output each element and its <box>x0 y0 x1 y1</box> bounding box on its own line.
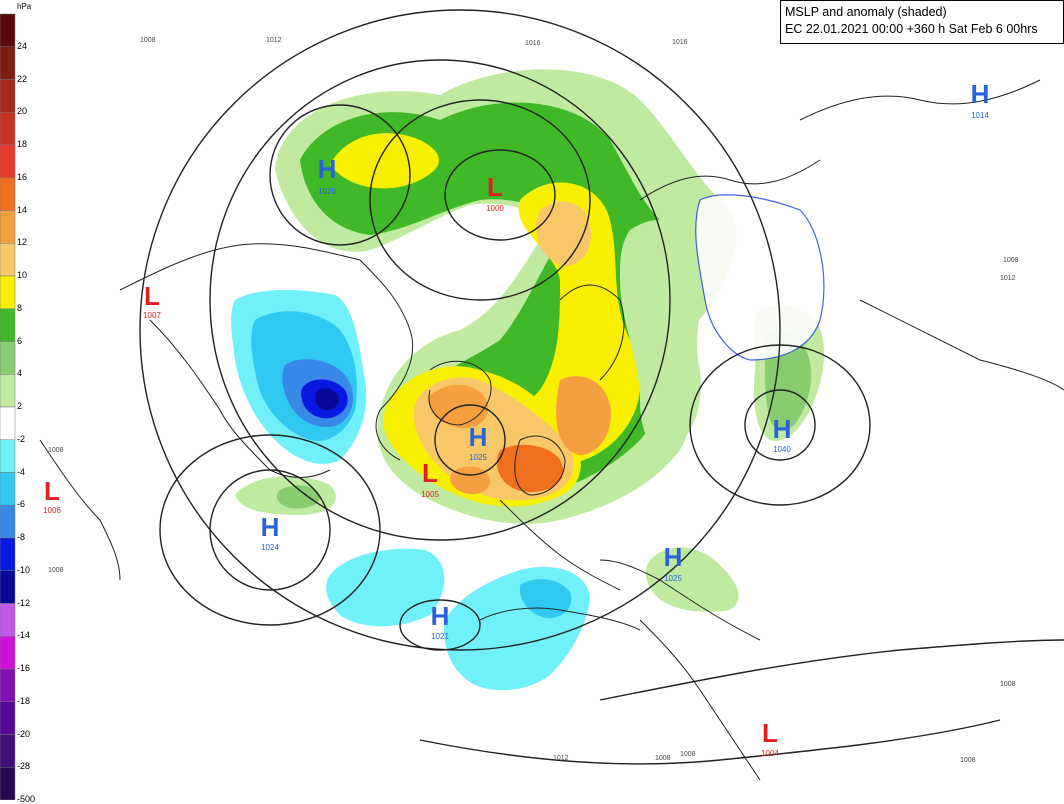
center-h-1025-a: H <box>469 422 488 452</box>
legend-swatch-20 <box>0 79 16 113</box>
legend-swatch-16 <box>0 144 16 178</box>
legend-label--10: -10 <box>17 564 31 575</box>
legend-label--2: -2 <box>17 433 26 444</box>
legend-label--28: -28 <box>17 761 31 772</box>
legend-swatch-14 <box>0 177 16 211</box>
center-h-1021: H <box>431 601 450 631</box>
legend-label-2: 2 <box>17 401 23 411</box>
legend-swatch-24 <box>0 13 16 47</box>
legend-swatch-22 <box>0 46 16 80</box>
map-title: MSLP and anomaly (shaded) <box>785 5 947 19</box>
svg-text:1008: 1008 <box>48 447 64 454</box>
legend-swatch-4 <box>0 341 16 375</box>
svg-text:1008: 1008 <box>48 567 64 574</box>
legend-label--4: -4 <box>17 466 26 477</box>
center-l-1005: L <box>422 458 438 488</box>
legend-label--6: -6 <box>17 499 26 510</box>
legend-swatch-18 <box>0 112 16 146</box>
legend-label-24: 24 <box>17 40 28 51</box>
legend-label--500: -500 <box>17 794 36 804</box>
center-h-1025-a-value: 1025 <box>469 453 487 462</box>
legend-swatch-8 <box>0 275 16 309</box>
center-h-1014: H <box>971 79 990 109</box>
center-h-1040: H <box>773 414 792 444</box>
legend-label-10: 10 <box>17 270 28 280</box>
legend-swatch--4 <box>0 439 16 473</box>
center-h-1025-b-value: 1025 <box>664 574 682 583</box>
legend-swatch--18 <box>0 668 16 702</box>
legend-label-6: 6 <box>17 335 23 346</box>
center-h-1014-value: 1014 <box>971 111 989 120</box>
center-l-1006: L <box>44 476 60 506</box>
center-l-1007: L <box>144 281 160 311</box>
center-l-1004: L <box>762 718 778 748</box>
center-l-1007-value: 1007 <box>143 311 161 320</box>
legend-swatch--500 <box>0 767 16 801</box>
legend-swatch--6 <box>0 472 16 506</box>
anomaly-legend: hPa 24 22 20 18 16 14 12 10 8 6 4 2 -2 -4 -6 -8 -10 -12 -1… <box>0 0 40 804</box>
center-l-1006-value: 1006 <box>43 506 61 515</box>
svg-text:1008: 1008 <box>655 755 671 762</box>
legend-label--16: -16 <box>17 663 31 673</box>
legend-swatch-10 <box>0 243 16 277</box>
center-h-1040-value: 1040 <box>773 445 791 454</box>
center-h-1021-value: 1021 <box>431 632 449 641</box>
legend-swatch--2 <box>0 406 16 440</box>
legend-label-12: 12 <box>17 237 28 248</box>
center-h-1024: H <box>261 512 280 542</box>
map-title-box: MSLP and anomaly (shaded) EC 22.01.2021 … <box>780 0 1064 44</box>
legend-swatch-2 <box>0 374 16 408</box>
legend-unit: hPa <box>17 2 32 11</box>
svg-text:1008: 1008 <box>1000 681 1016 688</box>
legend-label--12: -12 <box>17 597 31 608</box>
legend-label--20: -20 <box>17 728 31 739</box>
center-h-1026-value: 1026 <box>318 187 336 196</box>
isobar-labels: 1008 1012 1016 1016 1012 1008 1008 1012 … <box>48 37 1019 764</box>
pressure-centers: H 1026 L 1000 H 1014 L 1007 H 1025 L 100… <box>43 79 989 758</box>
legend-colorbar <box>0 13 16 801</box>
legend-label-14: 14 <box>17 204 28 215</box>
svg-text:1008: 1008 <box>1003 257 1019 264</box>
legend-swatch--28 <box>0 734 16 768</box>
legend-swatch--8 <box>0 505 16 539</box>
legend-label--14: -14 <box>17 630 31 641</box>
legend-swatch-12 <box>0 210 16 244</box>
legend-label-18: 18 <box>17 139 28 149</box>
legend-swatch--12 <box>0 570 16 604</box>
legend-label-8: 8 <box>17 302 23 313</box>
legend-swatch--10 <box>0 537 16 571</box>
legend-label--8: -8 <box>17 532 26 542</box>
legend-label-4: 4 <box>17 368 23 379</box>
svg-text:1012: 1012 <box>1000 275 1016 282</box>
svg-text:1008: 1008 <box>140 37 156 44</box>
center-l-1000: L <box>487 172 503 202</box>
legend-label-20: 20 <box>17 106 28 117</box>
svg-text:1012: 1012 <box>553 755 569 762</box>
svg-text:1008: 1008 <box>680 751 696 758</box>
svg-text:1012: 1012 <box>266 37 282 44</box>
map-subtitle: EC 22.01.2021 00:00 +360 h Sat Feb 6 00h… <box>785 22 1038 36</box>
legend-label-22: 22 <box>17 73 28 84</box>
center-h-1024-value: 1024 <box>261 543 279 552</box>
center-l-1005-value: 1005 <box>421 490 439 499</box>
svg-text:1016: 1016 <box>672 39 688 46</box>
legend-swatch--14 <box>0 603 16 637</box>
legend-label-16: 16 <box>17 171 28 182</box>
center-h-1026: H <box>318 154 337 184</box>
center-l-1000-value: 1000 <box>486 204 504 213</box>
legend-label--18: -18 <box>17 695 31 706</box>
svg-text:1016: 1016 <box>525 40 541 47</box>
center-h-1025-b: H <box>664 542 683 572</box>
center-l-1004-value: 1004 <box>761 749 779 758</box>
isobars <box>139 9 1064 765</box>
svg-text:1008: 1008 <box>960 757 976 764</box>
legend-swatch-6 <box>0 308 16 342</box>
coastlines <box>39 79 1064 781</box>
legend-swatch--16 <box>0 636 16 670</box>
legend-swatch--20 <box>0 701 16 735</box>
